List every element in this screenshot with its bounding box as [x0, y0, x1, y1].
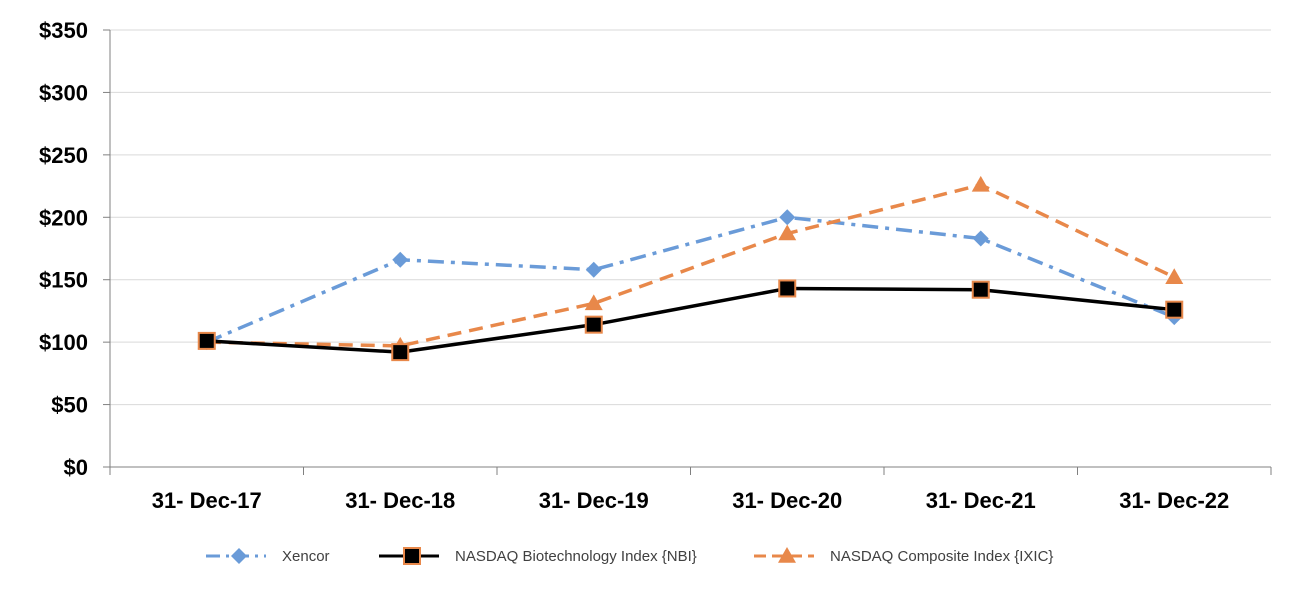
legend-marker: [778, 547, 796, 563]
series-group: [197, 175, 1184, 362]
data-point: [778, 224, 797, 241]
y-tick-label: $200: [39, 205, 88, 230]
series-line: [206, 183, 1176, 348]
legend-label: Xencor: [282, 548, 330, 565]
data-point: [585, 261, 602, 278]
series-line: [206, 215, 1175, 344]
x-tick-label: 31- Dec-18: [345, 488, 455, 513]
x-tick-label: 31- Dec-21: [926, 488, 1036, 513]
x-tick-label: 31- Dec-17: [152, 488, 262, 513]
series-1: [197, 279, 1184, 362]
data-point: [971, 280, 990, 299]
gridlines: [110, 29, 1271, 406]
data-point: [1165, 300, 1184, 319]
data-point: [972, 230, 989, 247]
data-point: [392, 251, 409, 268]
series-line: [206, 286, 1175, 354]
data-point: [197, 331, 216, 350]
data-point: [971, 175, 990, 192]
x-tick-label: 31- Dec-22: [1119, 488, 1229, 513]
data-point: [584, 294, 603, 311]
y-tick-label: $250: [39, 143, 88, 168]
legend-label: NASDAQ Composite Index {IXIC}: [830, 548, 1053, 565]
y-tick-label: $0: [64, 455, 88, 480]
legend: Xencor NASDAQ Biotechnology Index {NBI} NA…: [206, 547, 1053, 565]
legend-entry: NASDAQ Composite Index {IXIC}: [754, 547, 1053, 565]
data-point: [779, 209, 796, 226]
data-point: [1165, 268, 1184, 284]
y-tick-label: $50: [51, 393, 88, 418]
x-tick-label: 31- Dec-20: [732, 488, 842, 513]
series-2: [197, 175, 1184, 353]
legend-marker: [403, 547, 421, 565]
x-tick-label: 31- Dec-19: [539, 488, 649, 513]
y-tick-label: $100: [39, 330, 88, 355]
legend-label: NASDAQ Biotechnology Index {NBI}: [455, 548, 697, 565]
axes: $0 $50 $100 $150 $200 $250 $300 $350 31- Dec-17 3…: [39, 18, 1272, 513]
y-tick-label: $350: [39, 18, 88, 43]
data-point: [584, 315, 603, 334]
legend-entry: NASDAQ Biotechnology Index {NBI}: [379, 547, 697, 565]
legend-entry: Xencor: [206, 548, 330, 565]
y-tick-label: $150: [39, 268, 88, 293]
data-point: [391, 343, 410, 362]
data-point: [778, 279, 797, 298]
legend-marker: [231, 548, 247, 564]
y-tick-label: $300: [39, 80, 88, 105]
